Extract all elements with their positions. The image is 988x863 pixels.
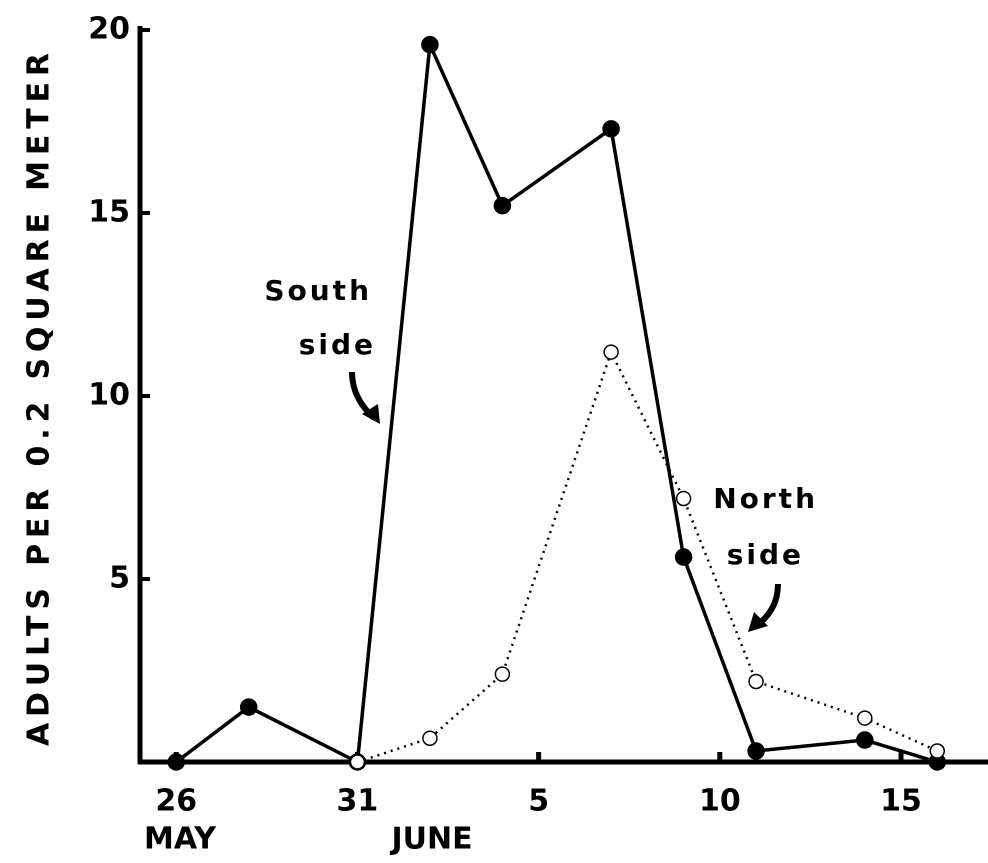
series-line bbox=[175, 37, 938, 765]
point bbox=[422, 730, 438, 746]
point bbox=[856, 731, 874, 749]
annotation: side bbox=[727, 538, 804, 571]
annotation: side bbox=[299, 328, 376, 361]
point bbox=[929, 743, 946, 759]
series-line bbox=[357, 348, 938, 764]
point bbox=[748, 673, 764, 690]
point bbox=[747, 742, 765, 760]
month-label: JUNE bbox=[389, 822, 472, 857]
y-tick-label: 5 bbox=[109, 561, 130, 596]
arrow-head bbox=[362, 404, 380, 424]
point bbox=[349, 754, 366, 770]
point bbox=[494, 666, 511, 682]
y-tick-label: 15 bbox=[88, 195, 130, 230]
point bbox=[602, 120, 620, 138]
x-tick-label: 15 bbox=[880, 784, 922, 819]
y-axis-label: ADULTS PER 0.2 SQUARE METER bbox=[22, 46, 57, 746]
point bbox=[675, 490, 692, 507]
month-label: MAY bbox=[144, 822, 217, 857]
point bbox=[167, 753, 185, 771]
x-tick-label: 10 bbox=[699, 784, 741, 819]
annotation: North bbox=[713, 482, 818, 515]
x-tick-label: 31 bbox=[337, 784, 379, 819]
annotation: South bbox=[264, 274, 372, 307]
point bbox=[421, 35, 439, 54]
arrow-head bbox=[748, 612, 768, 632]
point bbox=[493, 196, 512, 215]
x-tick-label: 26 bbox=[155, 784, 197, 819]
point bbox=[857, 710, 873, 726]
point bbox=[239, 698, 258, 716]
y-tick-label: 20 bbox=[88, 12, 130, 47]
point bbox=[674, 548, 693, 566]
point bbox=[603, 344, 619, 360]
x-tick-label: 5 bbox=[528, 784, 549, 819]
y-tick-label: 10 bbox=[88, 378, 130, 413]
